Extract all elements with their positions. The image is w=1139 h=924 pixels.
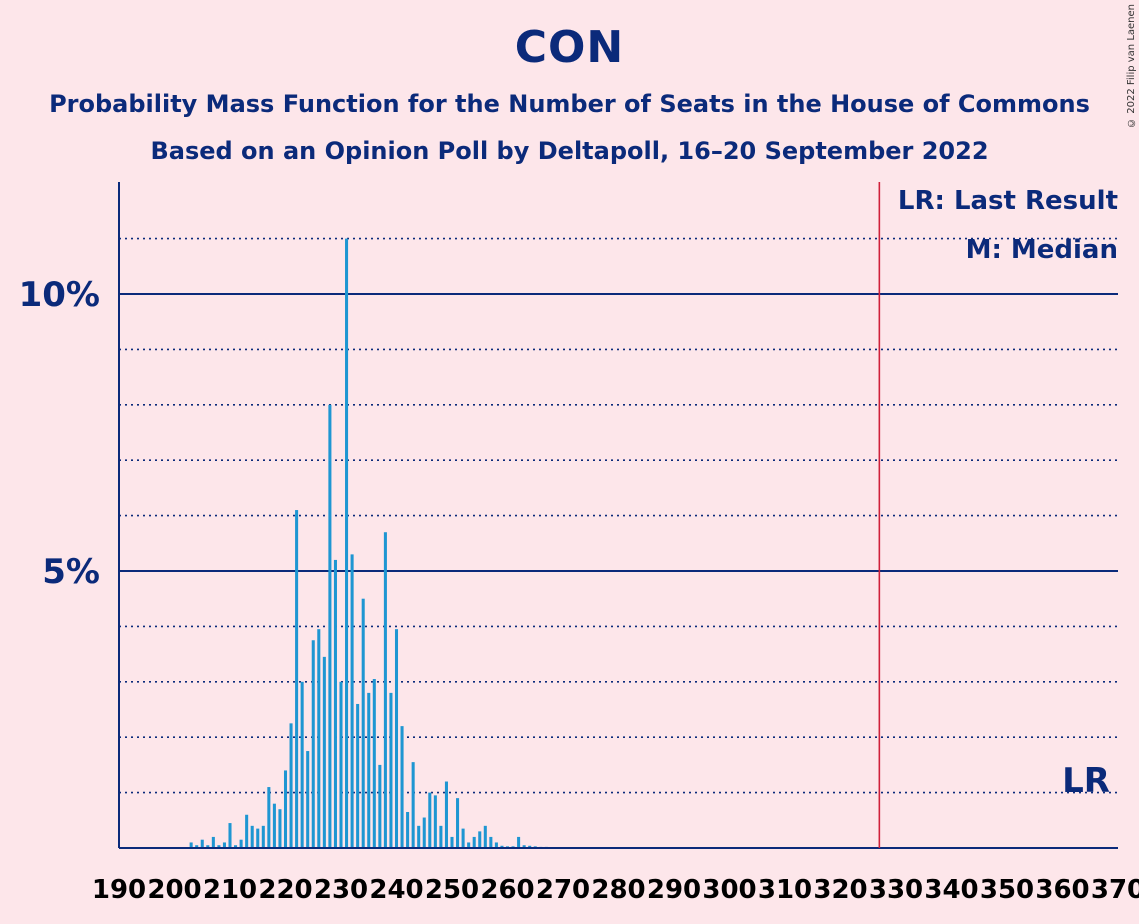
bar <box>422 817 426 848</box>
bar <box>311 640 315 848</box>
bar <box>322 656 326 848</box>
bar <box>306 751 310 848</box>
bar <box>339 681 343 848</box>
bar <box>345 238 349 849</box>
legend-last-result: LR: Last Result <box>898 186 1118 216</box>
x-tick-label: 260 <box>480 875 534 905</box>
y-tick-labels: 5% 10% <box>19 275 100 592</box>
bar <box>444 781 448 848</box>
bar <box>456 798 460 848</box>
bar <box>500 845 504 848</box>
bar <box>289 723 293 848</box>
bar <box>517 836 521 848</box>
gridlines <box>119 237 1118 794</box>
bar <box>467 842 471 848</box>
bar <box>200 839 204 848</box>
x-tick-label: 200 <box>147 875 201 905</box>
bar <box>328 404 332 848</box>
x-tick-label: 190 <box>92 875 146 905</box>
bar <box>433 795 437 848</box>
x-tick-label: 250 <box>425 875 479 905</box>
bar <box>317 629 321 848</box>
bar <box>283 770 288 848</box>
x-tick-label: 220 <box>258 875 312 905</box>
chart-subtitle: Probability Mass Function for the Number… <box>49 90 1090 118</box>
bar <box>389 692 393 848</box>
bar <box>239 839 243 848</box>
bar <box>411 762 415 848</box>
x-tick-label: 270 <box>536 875 590 905</box>
bar <box>333 559 337 848</box>
bar <box>189 842 193 848</box>
chart-source: Based on an Opinion Poll by Deltapoll, 1… <box>150 137 989 165</box>
bar <box>528 845 532 848</box>
bar <box>245 814 249 848</box>
axes <box>118 182 1118 849</box>
bar <box>439 825 443 848</box>
x-tick-label: 330 <box>869 875 923 905</box>
bar <box>234 845 238 848</box>
x-tick-label: 310 <box>758 875 812 905</box>
bar-series <box>189 238 565 849</box>
bar <box>250 825 254 848</box>
y-tick-label: 10% <box>19 275 100 315</box>
bar <box>450 836 454 848</box>
bar <box>300 681 304 848</box>
x-tick-label: 240 <box>369 875 423 905</box>
bar <box>206 845 210 848</box>
x-tick-label: 210 <box>203 875 257 905</box>
bar <box>295 510 299 848</box>
bar <box>222 842 226 848</box>
bar <box>406 811 410 848</box>
chart-title: CON <box>514 22 625 73</box>
bar <box>361 598 365 848</box>
bar <box>211 836 215 848</box>
x-tick-label: 300 <box>702 875 756 905</box>
bar <box>478 831 482 848</box>
bar <box>494 842 498 848</box>
x-tick-label: 350 <box>980 875 1034 905</box>
bar <box>472 836 476 848</box>
bar <box>195 845 199 848</box>
bar <box>522 845 526 848</box>
x-tick-label: 360 <box>1035 875 1089 905</box>
x-tick-label: 340 <box>924 875 978 905</box>
bar <box>278 809 282 848</box>
last-result-marker-label: LR <box>1062 761 1110 801</box>
bar <box>228 823 232 848</box>
x-tick-label: 280 <box>591 875 645 905</box>
bar <box>350 554 354 848</box>
x-tick-label: 290 <box>647 875 701 905</box>
x-tick-label: 320 <box>813 875 867 905</box>
bar <box>356 703 360 848</box>
bar <box>372 679 376 848</box>
bar <box>378 764 382 848</box>
bar <box>400 726 404 848</box>
bar <box>367 692 371 848</box>
bar <box>272 803 276 848</box>
bar <box>261 825 265 848</box>
x-tick-label: 370 <box>1091 875 1139 905</box>
bar <box>383 532 387 848</box>
bar <box>417 825 421 848</box>
bar <box>394 629 399 848</box>
bar <box>267 787 271 848</box>
legend-median: M: Median <box>966 235 1118 265</box>
bar <box>461 828 465 848</box>
x-tick-label: 230 <box>314 875 368 905</box>
bar <box>428 792 432 848</box>
bar <box>217 845 221 848</box>
bar <box>256 828 260 848</box>
x-tick-labels: 190 200 210 220 230 240 250 260 270 280 290 300 310 3… <box>92 875 1139 905</box>
bar <box>489 836 493 848</box>
y-tick-label: 5% <box>42 552 100 592</box>
bar <box>483 825 487 848</box>
